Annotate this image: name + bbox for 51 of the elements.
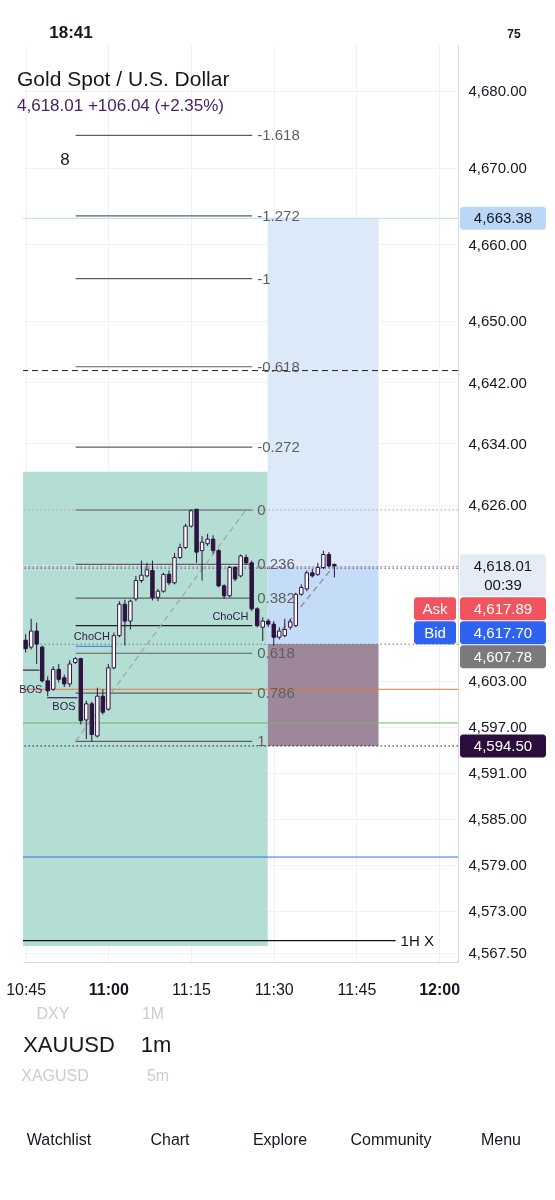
series-label: -1	[257, 269, 271, 287]
text: Gold Spot / U.S. Dollar	[17, 67, 230, 90]
series-label: 1H X	[400, 931, 434, 949]
y-tick-label: 4,591.00	[468, 764, 527, 782]
ref-line-label: 4,618.01 00:39	[473, 556, 533, 593]
x-tick-label: 11:45	[337, 980, 377, 998]
text: Community	[350, 1131, 432, 1148]
y-tick-label: 4,603.00	[468, 672, 527, 690]
y-tick-label: 4,670.00	[468, 159, 527, 177]
y-tick-label: 4,634.00	[468, 434, 527, 452]
series-label: -1.618	[257, 126, 300, 144]
text: 4,618.01 +106.04 (+2.35%)	[17, 96, 224, 115]
y-tick-label: 4,660.00	[468, 235, 527, 253]
text: Ask 4,617.89	[422, 599, 533, 617]
series-label: 0.382	[257, 589, 295, 607]
annotation: BOS	[52, 699, 76, 712]
y-tick-label: 4,579.00	[468, 856, 527, 874]
y-tick-label: 4,650.00	[468, 312, 527, 330]
y-tick-label: 4,597.00	[468, 718, 527, 736]
x-tick-label: 10:45	[6, 980, 47, 998]
y-tick-label: 4,585.00	[468, 810, 527, 828]
text: 1m	[140, 1032, 172, 1057]
annotation: ChoCH	[73, 630, 110, 643]
ref-line-label: 4,607.78	[473, 647, 533, 665]
series-label: 0	[257, 501, 266, 519]
text: Explore	[252, 1131, 308, 1148]
x-tick-label: 11:15	[172, 980, 212, 998]
series-label: 0.236	[257, 555, 295, 573]
y-tick-label: 4,642.00	[468, 373, 527, 391]
text: Bid 4,617.70	[424, 623, 533, 641]
text: XAUUSD	[23, 1032, 115, 1057]
ref-line-label: 4,663.38	[473, 209, 533, 227]
text: 18:41	[49, 23, 93, 42]
y-tick-label: 4,626.00	[468, 496, 527, 514]
x-tick-label: 12:00	[419, 980, 461, 998]
x-tick-label: 11:00	[88, 980, 129, 998]
y-tick-label: 4,573.00	[468, 902, 527, 920]
series-label: 1	[257, 732, 266, 750]
annotation: ChoCH	[212, 609, 249, 622]
series-label: -0.272	[257, 438, 300, 456]
series-label: -0.618	[257, 357, 300, 375]
y-tick-label: 4,680.00	[468, 82, 527, 100]
text: 75	[507, 27, 521, 41]
text: Menu	[480, 1131, 522, 1148]
x-tick-label: 11:30	[254, 980, 294, 998]
annotation: 8	[60, 150, 70, 169]
text: Watchlist	[26, 1131, 92, 1148]
y-tick-label: 4,567.50	[468, 944, 527, 962]
text: Chart	[150, 1131, 191, 1148]
series-label: -1.272	[257, 206, 300, 224]
ref-line-label: 4,594.50	[473, 736, 533, 754]
